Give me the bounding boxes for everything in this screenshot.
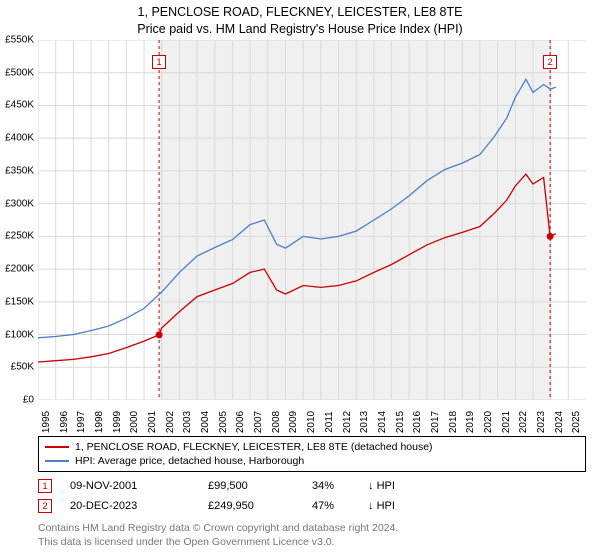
marker-price: £99,500 — [208, 480, 312, 492]
x-tick-label: 2013 — [359, 411, 370, 433]
legend-label: 1, PENCLOSE ROAD, FLECKNEY, LEICESTER, L… — [75, 441, 433, 453]
x-tick-label: 2008 — [271, 411, 282, 433]
x-tick-label: 2006 — [235, 411, 246, 433]
x-tick-label: 2016 — [412, 411, 423, 433]
y-tick-label: £500K — [5, 67, 34, 78]
marker-row: 1 09-NOV-2001 £99,500 34% ↓ HPI — [38, 476, 586, 496]
legend-swatch — [45, 460, 69, 462]
x-tick-label: 2005 — [218, 411, 229, 433]
y-tick-label: £400K — [5, 133, 34, 144]
x-tick-label: 2002 — [165, 411, 176, 433]
x-tick-label: 2007 — [253, 411, 264, 433]
legend-swatch — [45, 446, 69, 448]
legend: 1, PENCLOSE ROAD, FLECKNEY, LEICESTER, L… — [38, 436, 586, 472]
down-arrow-icon: ↓ — [368, 480, 374, 492]
y-tick-label: £350K — [5, 165, 34, 176]
x-tick-label: 1997 — [76, 411, 87, 433]
chart-marker-label: 2 — [543, 55, 557, 69]
marker-num-box: 2 — [38, 499, 52, 513]
marker-hpi-label: HPI — [377, 480, 395, 492]
x-tick-label: 2011 — [324, 411, 335, 433]
x-tick-label: 2003 — [182, 411, 193, 433]
marker-hpi-label: HPI — [377, 500, 395, 512]
x-tick-label: 2022 — [518, 411, 529, 433]
legend-row: 1, PENCLOSE ROAD, FLECKNEY, LEICESTER, L… — [45, 440, 579, 454]
x-tick-label: 2010 — [306, 411, 317, 433]
marker-table: 1 09-NOV-2001 £99,500 34% ↓ HPI 2 20-DEC… — [38, 476, 586, 516]
marker-date: 09-NOV-2001 — [70, 480, 208, 492]
y-axis-labels: £0£50K£100K£150K£200K£250K£300K£350K£400… — [0, 40, 38, 400]
y-tick-label: £200K — [5, 264, 34, 275]
chart-marker-label: 1 — [152, 55, 166, 69]
y-tick-label: £250K — [5, 231, 34, 242]
down-arrow-icon: ↓ — [368, 500, 374, 512]
y-tick-label: £50K — [11, 362, 34, 373]
footer-line: Contains HM Land Registry data © Crown c… — [38, 522, 586, 536]
x-tick-label: 2024 — [554, 411, 565, 433]
x-tick-label: 2025 — [571, 411, 582, 433]
marker-price: £249,950 — [208, 500, 312, 512]
y-tick-label: £450K — [5, 100, 34, 111]
x-tick-label: 2018 — [448, 411, 459, 433]
marker-row: 2 20-DEC-2023 £249,950 47% ↓ HPI — [38, 496, 586, 516]
x-tick-label: 2004 — [200, 411, 211, 433]
title-line-1: 1, PENCLOSE ROAD, FLECKNEY, LEICESTER, L… — [0, 4, 600, 21]
x-tick-label: 2009 — [288, 411, 299, 433]
footer-line: This data is licensed under the Open Gov… — [38, 536, 586, 550]
chart-plot-area: 12 — [38, 40, 586, 400]
x-tick-label: 2014 — [377, 411, 388, 433]
y-tick-label: £550K — [5, 35, 34, 46]
x-tick-label: 2012 — [342, 411, 353, 433]
x-tick-label: 2021 — [501, 411, 512, 433]
chart-svg — [38, 40, 586, 400]
x-tick-label: 2000 — [129, 411, 140, 433]
marker-date: 20-DEC-2023 — [70, 500, 208, 512]
marker-pct: 47% — [312, 500, 368, 512]
x-tick-label: 2019 — [465, 411, 476, 433]
chart-container: 1, PENCLOSE ROAD, FLECKNEY, LEICESTER, L… — [0, 0, 600, 560]
legend-row: HPI: Average price, detached house, Harb… — [45, 454, 579, 468]
legend-label: HPI: Average price, detached house, Harb… — [75, 455, 304, 467]
title-line-2: Price paid vs. HM Land Registry's House … — [0, 21, 600, 38]
y-tick-label: £300K — [5, 198, 34, 209]
x-tick-label: 1999 — [112, 411, 123, 433]
x-tick-label: 1995 — [41, 411, 52, 433]
x-tick-label: 2020 — [483, 411, 494, 433]
x-tick-label: 2015 — [395, 411, 406, 433]
marker-num-box: 1 — [38, 479, 52, 493]
x-tick-label: 1996 — [59, 411, 70, 433]
x-tick-label: 2001 — [147, 411, 158, 433]
x-axis-labels: 1995 1996 1997 1998 1999 2000 2001 2002 2003 2004… — [38, 400, 586, 436]
footer: Contains HM Land Registry data © Crown c… — [38, 522, 586, 549]
x-tick-label: 2017 — [430, 411, 441, 433]
y-tick-label: £150K — [5, 296, 34, 307]
y-tick-label: £0 — [23, 395, 34, 406]
marker-pct: 34% — [312, 480, 368, 492]
x-tick-label: 1998 — [94, 411, 105, 433]
title-block: 1, PENCLOSE ROAD, FLECKNEY, LEICESTER, L… — [0, 0, 600, 38]
y-tick-label: £100K — [5, 329, 34, 340]
x-tick-label: 2023 — [536, 411, 547, 433]
